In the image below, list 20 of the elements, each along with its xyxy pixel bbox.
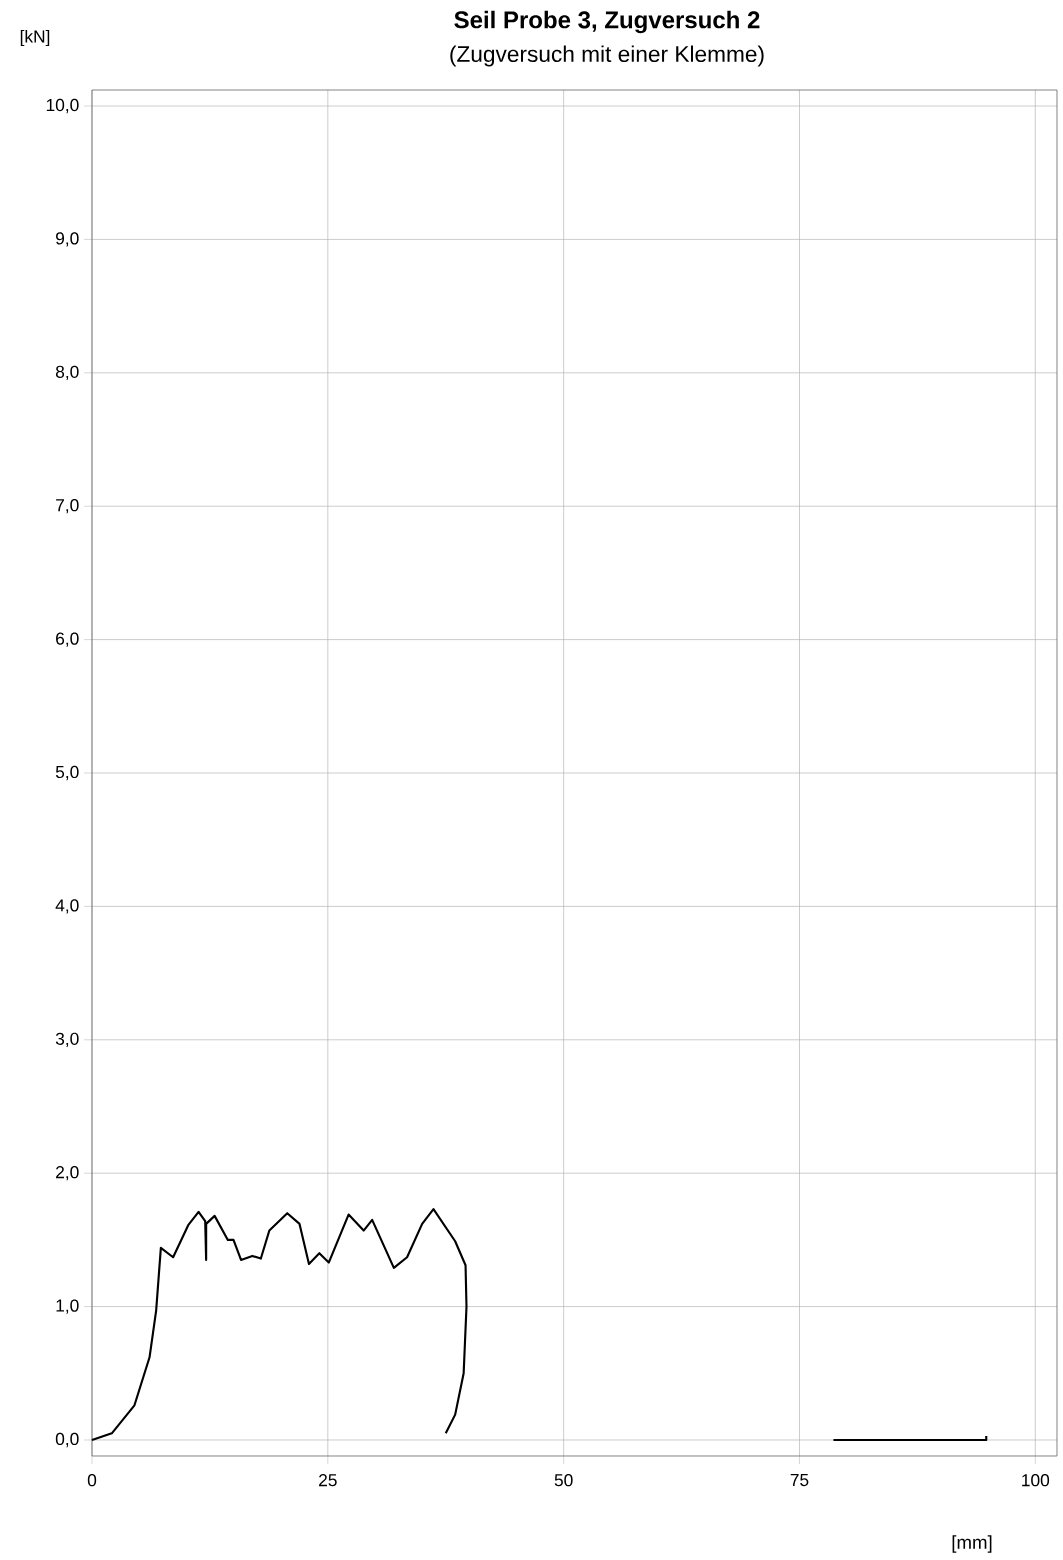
- y-tick-label: 7,0: [56, 499, 79, 514]
- x-tick-label: 25: [319, 1474, 337, 1487]
- chart-subtitle: (Zugversuch mit einer Klemme): [450, 45, 764, 67]
- y-tick-label: 0,0: [55, 1432, 79, 1448]
- y-tick-label: 10,0: [46, 98, 79, 114]
- x-tick-label: 75: [790, 1474, 809, 1487]
- y-tick-label: 6,0: [56, 632, 79, 647]
- y-tick-label: 4,0: [55, 899, 79, 914]
- chart-title: Seil Probe 3, Zugversuch 2: [454, 10, 760, 34]
- y-tick-label: 3,0: [55, 1032, 79, 1047]
- x-axis-title: [mm]: [952, 1535, 992, 1553]
- y-tick-label: 2,0: [56, 1166, 79, 1181]
- y-tick-label: 9,0: [56, 232, 79, 247]
- x-tick-label: 0: [87, 1474, 97, 1487]
- y-tick-label: 8,0: [55, 365, 79, 380]
- x-tick-label: 50: [554, 1474, 573, 1487]
- y-axis-title: [kN]: [20, 29, 50, 47]
- y-tick-label: 1,0: [56, 1299, 79, 1314]
- y-tick-label: 5,0: [55, 765, 79, 781]
- x-tick-label: 100: [1022, 1474, 1050, 1487]
